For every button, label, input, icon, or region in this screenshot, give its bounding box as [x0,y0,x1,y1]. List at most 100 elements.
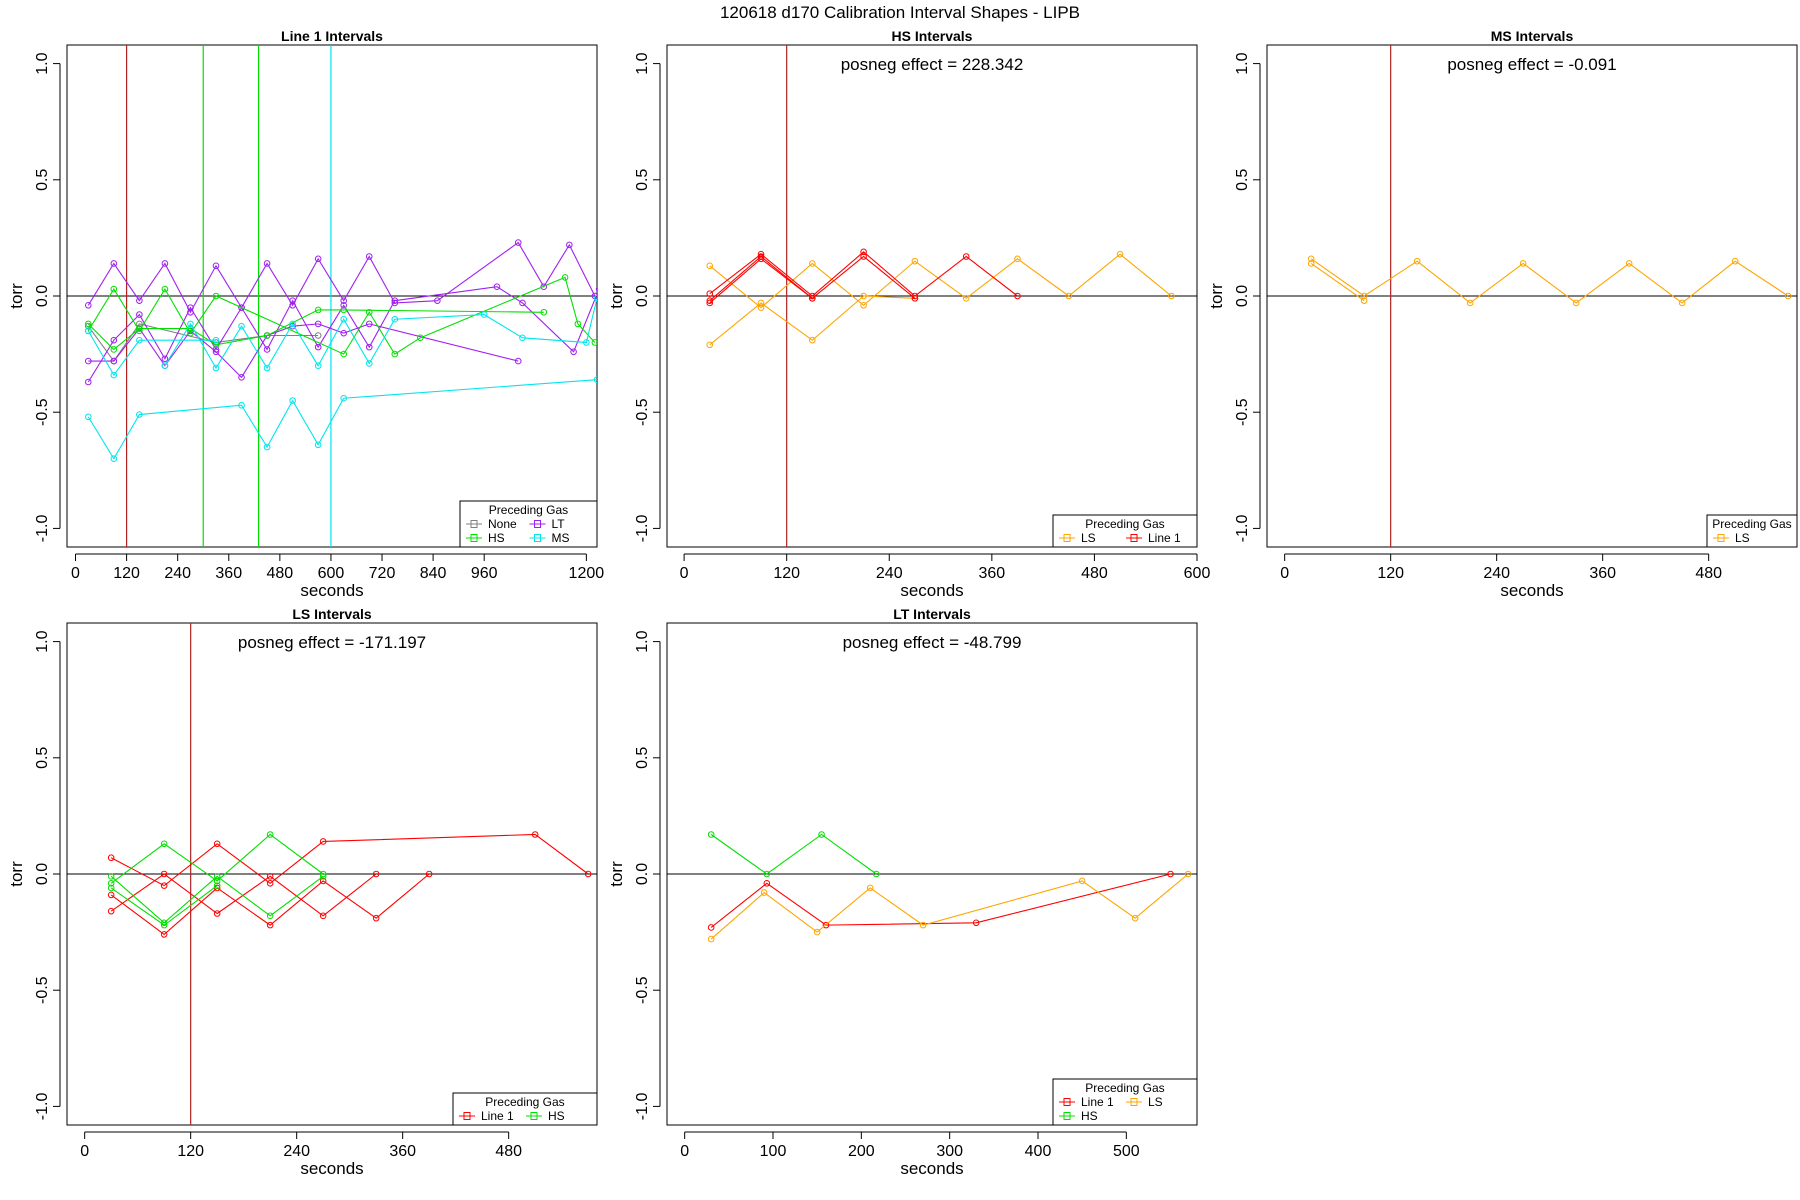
data-point [1014,255,1021,263]
data-point [110,371,118,379]
legend-label: HS [1081,1109,1098,1123]
data-point [263,260,271,267]
x-tick-label: 500 [1113,1143,1140,1160]
series-line [709,253,1172,309]
data-point [1131,914,1139,922]
data-point [1466,299,1474,307]
legend-swatch-marker [530,1112,538,1120]
y-tick-label: 1.0 [34,52,51,74]
data-point [1625,260,1633,267]
legend-label: HS [488,531,505,545]
data-point [314,306,322,314]
y-tick-label: 1.0 [34,630,51,652]
y-tick-label: -0.5 [634,398,651,426]
data-point [707,924,715,931]
x-tick-label: 0 [680,565,689,582]
data-point [706,299,714,307]
data-point [514,357,522,365]
data-point [480,311,488,318]
y-axis: -1.0 -0.5 0.0 0.5 1.0 torr [1207,52,1261,543]
data-point [160,840,168,848]
series-hs [107,882,221,929]
data-point [519,299,526,307]
data-point [340,297,348,304]
legend-label: LS [1148,1095,1163,1109]
series-line [1310,258,1789,304]
plot-content [67,45,597,547]
series-hs [107,831,327,887]
data-point [1307,260,1315,267]
data-point [1519,260,1527,267]
legend-label: MS [552,531,570,545]
x-axis: 0 120 240 360 480 600 720 840 960 1200 seconds [71,553,604,600]
x-axis-label: seconds [900,1159,963,1178]
legend-label: Line 1 [1081,1095,1114,1109]
series-line [164,298,597,370]
series-lt [84,239,597,316]
series-line-1 [107,870,380,920]
data-point [263,364,271,372]
y-axis-label: torr [1207,283,1226,309]
legend-key-ls: LS [1126,1095,1163,1109]
data-point [212,364,220,372]
data-point [213,882,221,889]
x-tick-label: 480 [1695,565,1722,582]
x-tick-label: 0 [80,1143,89,1160]
series-ms [161,295,597,372]
legend-key-ls: LS [1713,531,1750,545]
data-point [372,914,380,922]
data-point [213,873,221,880]
legend-swatch-marker [534,534,541,542]
data-point [434,297,441,304]
data-point [584,870,592,878]
x-tick-label: 960 [471,565,498,582]
data-point [860,253,867,260]
data-point [212,292,220,300]
x-tick-label: 360 [978,565,1005,582]
x-tick-label: 360 [389,1143,416,1160]
series-ls [707,870,1192,943]
legend-swatch-marker [470,520,478,528]
series-hs [707,831,880,878]
data-point [340,329,348,337]
legend-label: LS [1735,531,1750,545]
legend-key-lt: LT [529,517,565,531]
data-point [266,879,274,887]
data-point [263,332,271,339]
data-point [372,870,380,878]
legend-box [1052,1078,1198,1126]
data-point [757,304,765,311]
series-line [87,276,596,355]
y-axis-label: torr [7,283,26,309]
data-point [84,413,92,421]
y-tick-label: -1.0 [1234,515,1251,543]
series-hs [84,274,597,358]
y-axis: -1.0 -0.5 0.0 0.5 1.0 torr [7,52,61,542]
y-tick-label: -0.5 [34,398,51,426]
data-point [314,332,322,339]
data-point [570,348,577,356]
data-point [809,260,816,267]
x-tick-label: 120 [177,1143,204,1160]
x-tick-label: 480 [1081,565,1108,582]
y-axis-label: torr [607,861,626,887]
x-tick-label: 120 [1377,565,1404,582]
data-point [266,831,274,838]
y-tick-label: -0.5 [1234,398,1251,426]
y-tick-label: 0.0 [34,863,51,885]
data-point [425,870,433,878]
y-tick-label: 0.0 [34,285,51,307]
series-line [87,286,597,383]
data-point [136,336,143,344]
data-point [212,262,220,270]
data-point [319,838,327,845]
data-point [1731,257,1739,265]
y-tick-label: -1.0 [634,1093,651,1121]
series-ls [706,292,919,349]
y-tick-label: 0.5 [1234,169,1251,191]
data-point [238,304,245,311]
